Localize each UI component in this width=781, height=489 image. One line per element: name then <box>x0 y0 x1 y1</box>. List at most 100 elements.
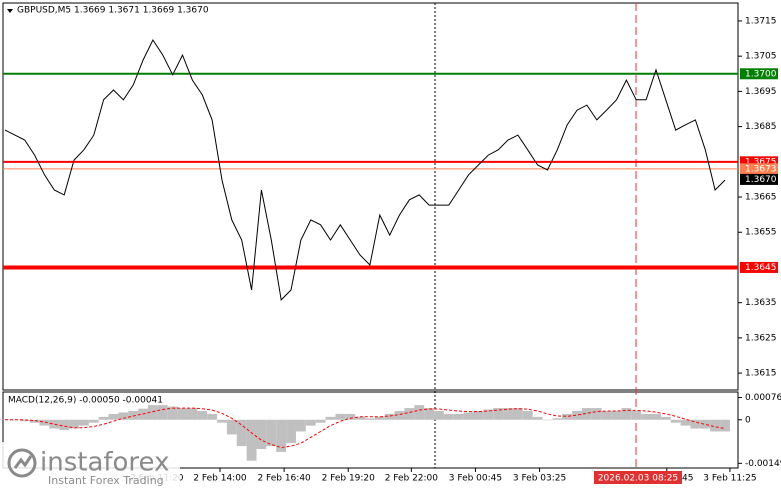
macd-bar <box>236 419 247 447</box>
macd-bar <box>226 419 237 435</box>
macd-bar <box>256 419 267 449</box>
macd-bar <box>315 419 326 423</box>
macd-bar <box>0 419 10 420</box>
macd-title: MACD(12,26,9) -0.00050 -0.00041 <box>8 396 163 406</box>
macd-bar <box>621 408 632 420</box>
x-tick-label: 3 Feb 00:45 <box>449 474 502 484</box>
level-label: 1.3670 <box>745 175 777 185</box>
header: GBPUSD,M5 1.3669 1.3671 1.3669 1.3670 <box>17 6 209 16</box>
macd-bar <box>59 419 70 430</box>
macd-bar <box>286 419 296 444</box>
logo-icon <box>7 448 37 478</box>
x-tick-label: 2 Feb 19:20 <box>322 474 376 484</box>
macd-bar <box>345 413 356 420</box>
macd-bar <box>720 419 730 432</box>
macd-bar <box>581 408 592 420</box>
macd-bar <box>434 411 444 420</box>
level-label: 1.3645 <box>745 263 777 273</box>
macd-bar <box>374 416 385 420</box>
macd-bar <box>670 419 681 423</box>
level-label-box <box>740 173 778 185</box>
macd-bar <box>483 409 494 420</box>
macd-bar <box>572 411 582 420</box>
macd-bar <box>503 408 513 420</box>
macd-bar <box>177 408 188 420</box>
macd-bar <box>128 411 139 420</box>
macd-bar <box>651 413 661 420</box>
y-tick-label: 1.3625 <box>745 333 777 343</box>
y-tick-label: 1.3705 <box>745 52 777 62</box>
plot-layer: 1.3715 1.3705 1.3695 1.3685 1.3665 1.3655 1.36… <box>0 16 781 484</box>
macd-bar <box>78 419 89 426</box>
y-tick-label: 1.3695 <box>745 87 777 97</box>
x-tick-label: 2 Feb 16:40 <box>257 474 311 484</box>
x-tick-label: 2 Feb 14:00 <box>193 474 247 484</box>
macd-bar <box>522 411 533 420</box>
macd-bar <box>700 419 711 429</box>
price-line <box>4 38 726 301</box>
y-tick-label: 1.3655 <box>745 228 777 238</box>
macd-bar <box>305 419 316 426</box>
macd-bar <box>108 413 119 420</box>
logo-tagline: Instant Forex Trading <box>48 474 164 487</box>
macd-bar <box>424 408 435 420</box>
macd-bar <box>394 411 405 420</box>
macd-bar <box>611 411 622 420</box>
macd-bar <box>187 408 198 420</box>
y-tick-label: 1.3715 <box>745 16 777 26</box>
macd-bar <box>562 413 573 420</box>
macd-bar <box>532 416 543 420</box>
y-tick-label: 1.3635 <box>745 298 777 308</box>
x-tick-label: 3 Feb 03:25 <box>513 474 566 484</box>
macd-bar <box>69 419 79 429</box>
macd-bar <box>601 411 612 420</box>
macd-bar <box>98 416 109 420</box>
macd-bar <box>217 419 227 423</box>
x-tick-label: 2 Feb 22:00 <box>385 474 439 484</box>
macd-bar <box>197 411 208 420</box>
macd-bar <box>49 419 60 429</box>
macd-bar <box>246 419 257 461</box>
macd-bar <box>660 416 671 420</box>
level-label: 1.3700 <box>745 69 777 79</box>
macd-bar <box>19 419 30 422</box>
logo-icon-arrow <box>13 455 33 469</box>
level-label-box <box>740 163 778 175</box>
macd-bar <box>414 405 425 420</box>
level-label: 1.3673 <box>745 164 777 174</box>
cursor-label-box <box>594 471 682 484</box>
macd-bar <box>9 419 20 421</box>
x-tick-label: 3 Feb 11:25 <box>703 474 756 484</box>
macd-bar <box>453 413 464 420</box>
cursor-label: 2026.02.03 08:25 <box>598 474 678 484</box>
macd-bar <box>591 408 602 420</box>
macd-bar <box>552 418 563 420</box>
macd-bar <box>710 419 721 432</box>
macd-bar <box>690 419 701 429</box>
macd-bar <box>148 405 158 420</box>
logo-bg <box>0 442 180 489</box>
macd-bar <box>167 406 178 420</box>
macd-bar <box>404 408 415 420</box>
y-tick-label: 0 <box>745 415 751 425</box>
level-label-box <box>740 261 778 273</box>
macd-bar <box>325 416 336 420</box>
y-tick-label: -0.00149 <box>745 459 781 469</box>
macd-bar <box>542 419 553 421</box>
macd-bar <box>463 412 474 420</box>
macd-bar <box>118 412 129 420</box>
macd-bar <box>443 413 454 420</box>
macd-bar <box>493 408 504 420</box>
header-arrow <box>7 9 13 13</box>
macd-bar <box>384 413 395 420</box>
level-label: 1.3675 <box>745 157 777 167</box>
macd-bar <box>295 419 306 432</box>
macd-bar <box>631 411 642 420</box>
level-label-box <box>740 68 778 80</box>
logo: instaforex Instant Forex Trading <box>0 442 180 489</box>
macd-bar <box>473 411 484 420</box>
macd-bar <box>266 419 277 447</box>
macd-bar <box>355 416 365 420</box>
y-tick-label: 0.00076 <box>745 393 781 403</box>
